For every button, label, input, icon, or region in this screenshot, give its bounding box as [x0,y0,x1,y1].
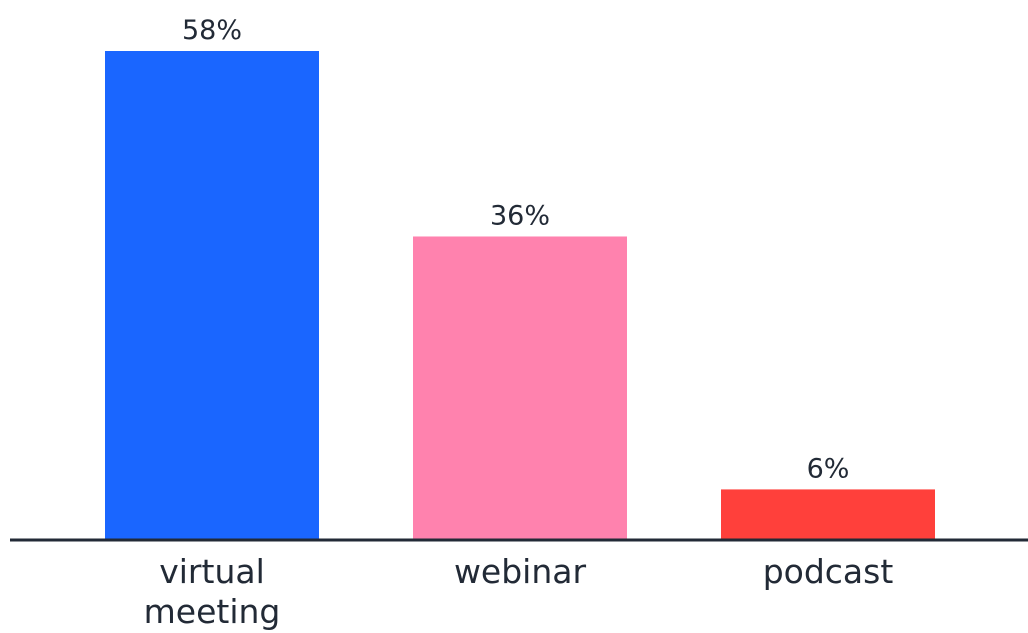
category-label-0-line-0: virtual [159,552,265,591]
value-label-0: 58% [182,15,242,46]
bar-0 [105,51,319,540]
category-label-0-line-1: meeting [144,592,281,631]
value-labels-group: 58% 36% 6% [182,15,849,484]
category-label-2: podcast [763,552,894,591]
bars-group [105,51,935,540]
value-label-1: 36% [490,200,550,231]
bar-1 [413,236,627,540]
category-label-1: webinar [454,552,587,591]
value-label-2: 6% [807,453,850,484]
bar-2 [721,489,935,540]
